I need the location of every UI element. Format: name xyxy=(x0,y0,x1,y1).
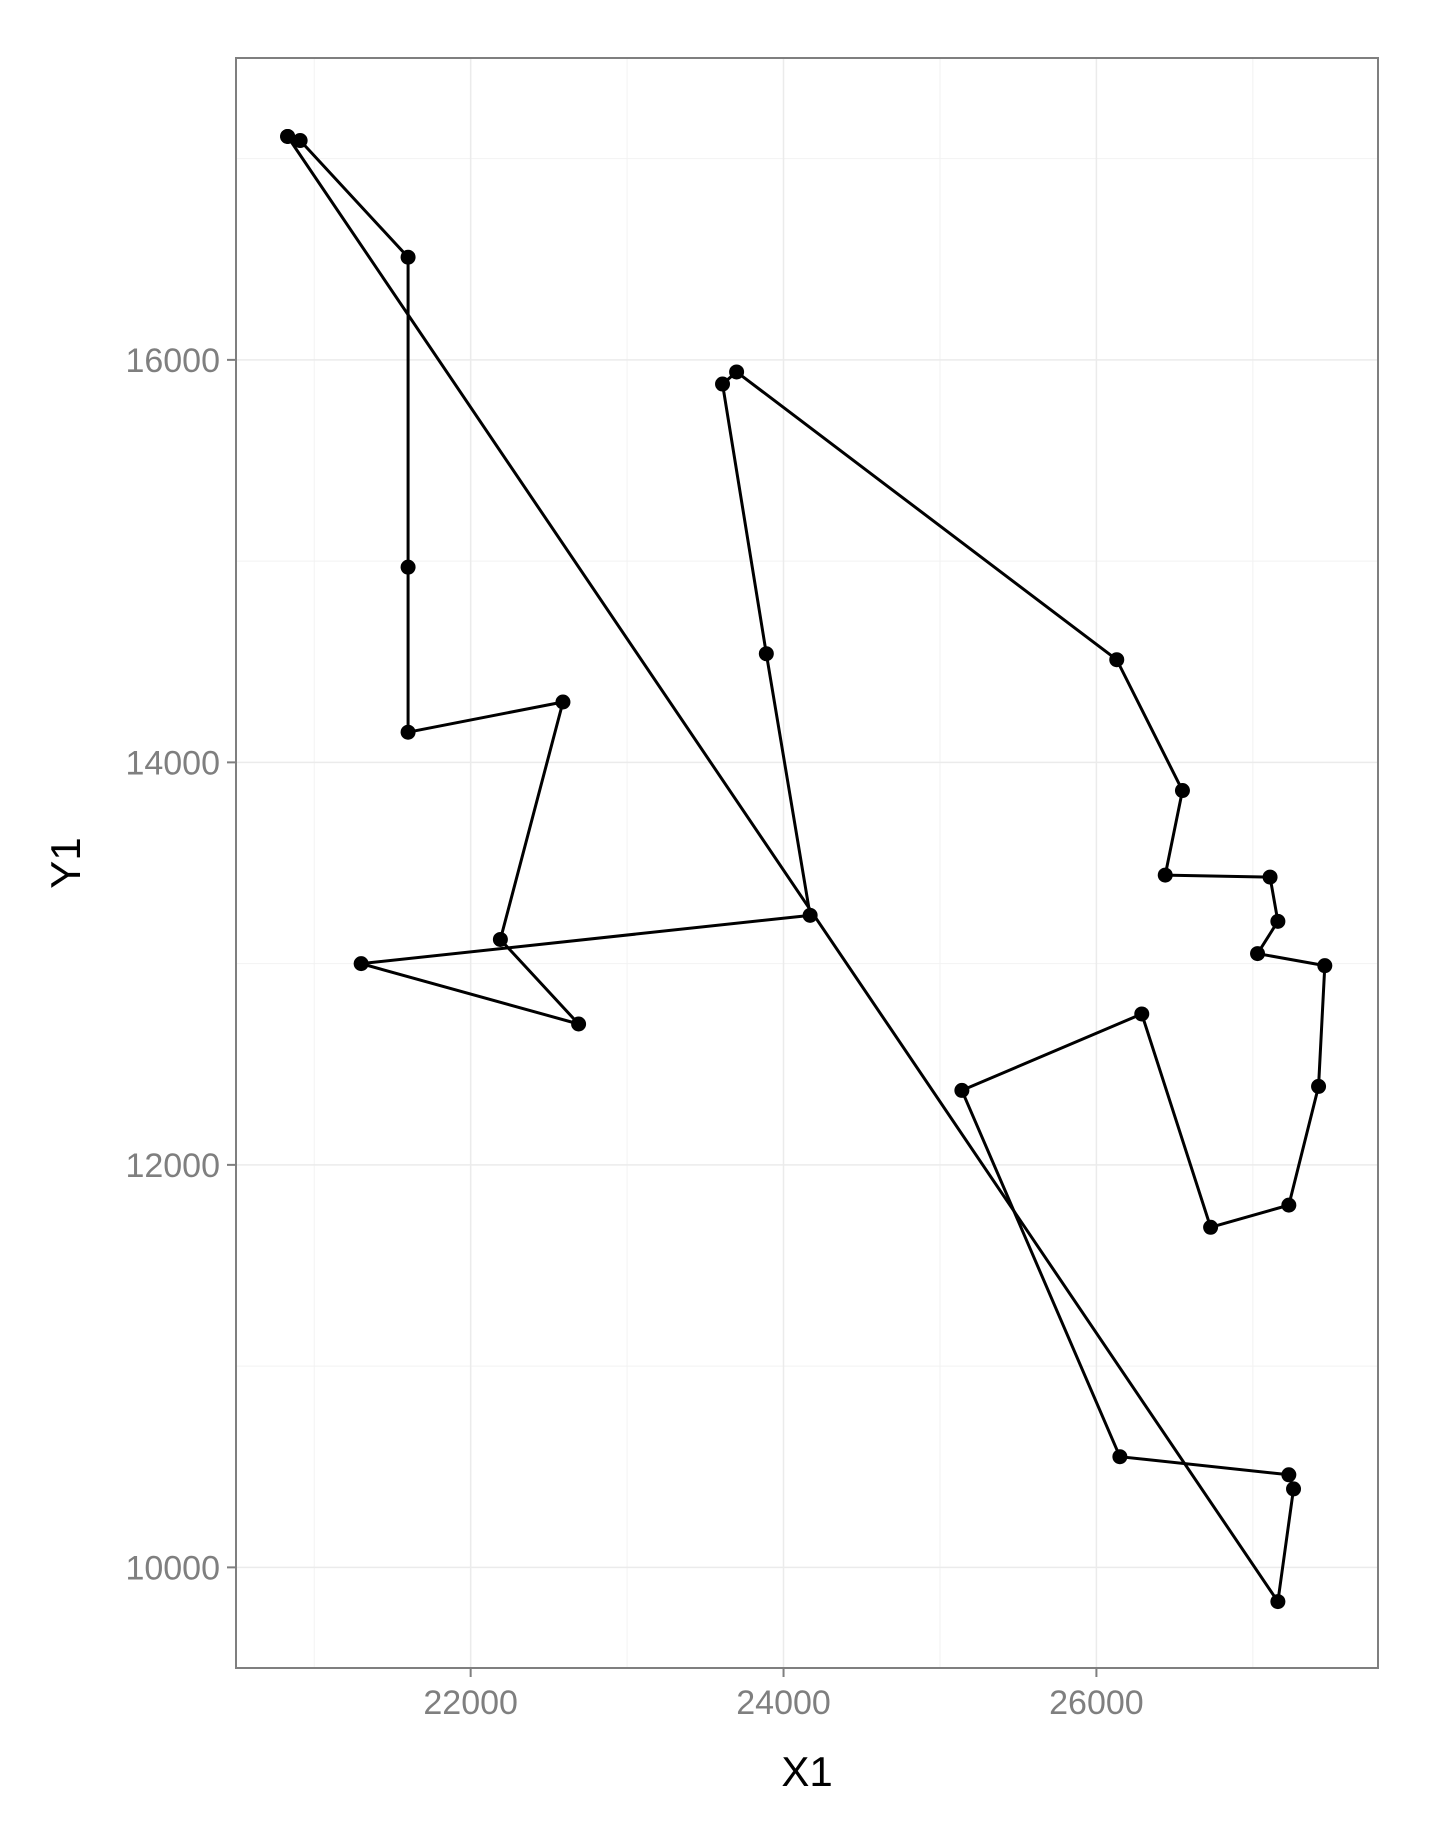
data-point xyxy=(1317,958,1333,974)
data-point xyxy=(715,376,731,392)
data-point xyxy=(400,559,416,575)
x-tick-label: 22000 xyxy=(423,1684,518,1722)
series-line-segment xyxy=(359,913,812,966)
data-point xyxy=(400,724,416,740)
data-point xyxy=(555,694,571,710)
minor-gridlines xyxy=(236,58,1378,1668)
x-tick-label: 26000 xyxy=(1049,1684,1144,1722)
series-line-segment xyxy=(960,1088,1122,1459)
series-points xyxy=(280,128,1333,1610)
data-point xyxy=(1281,1197,1297,1213)
data-point xyxy=(1109,652,1125,668)
data-point xyxy=(492,931,508,947)
plot-panel-background xyxy=(236,58,1378,1668)
data-point xyxy=(1112,1449,1128,1465)
data-point xyxy=(729,364,745,380)
data-point xyxy=(1174,783,1190,799)
series-line-segment xyxy=(960,1012,1144,1092)
data-point xyxy=(1270,1594,1286,1610)
data-point xyxy=(1157,867,1173,883)
series-line-segment xyxy=(1115,658,1184,793)
data-point xyxy=(280,128,296,144)
series-line-segment xyxy=(498,937,581,1026)
data-point xyxy=(802,907,818,923)
data-point xyxy=(1262,869,1278,885)
series-line-segment xyxy=(406,700,565,734)
data-point xyxy=(1270,913,1286,929)
y-tick-label: 14000 xyxy=(125,744,220,782)
series-line-segment xyxy=(721,382,768,656)
data-point xyxy=(1203,1219,1219,1235)
data-point xyxy=(400,249,416,265)
data-point xyxy=(292,133,308,149)
data-point xyxy=(954,1082,970,1098)
data-point xyxy=(353,956,369,972)
y-axis-title: Y1 xyxy=(42,837,89,888)
x-axis-title: X1 xyxy=(781,1748,832,1795)
data-point xyxy=(1281,1467,1297,1483)
data-point xyxy=(1134,1006,1150,1022)
y-tick-label: 16000 xyxy=(125,342,220,380)
series-line-segment xyxy=(1118,1455,1291,1477)
data-point xyxy=(571,1016,587,1032)
series-line-segment xyxy=(735,370,1119,662)
data-point xyxy=(1250,946,1266,962)
series-lines xyxy=(286,134,1327,1604)
series-line-segment xyxy=(1317,964,1327,1088)
series-line-segment xyxy=(1163,873,1272,879)
series-line-segment xyxy=(498,700,565,941)
data-point xyxy=(1286,1481,1302,1497)
x-axis-ticks: 22000 24000 26000 xyxy=(423,1668,1144,1722)
x-tick-label: 24000 xyxy=(736,1684,831,1722)
series-line-segment xyxy=(286,134,1280,1604)
plot-panel-border xyxy=(235,57,1379,1669)
y-axis-ticks: 10000 12000 14000 16000 xyxy=(125,342,236,1587)
y-tick-label: 12000 xyxy=(125,1147,220,1185)
data-point xyxy=(758,646,774,662)
series-line-segment xyxy=(298,139,410,259)
series-line-segment xyxy=(1276,1487,1296,1604)
series-line-segment xyxy=(1163,789,1184,877)
series-line-segment xyxy=(764,652,812,917)
y-tick-label: 10000 xyxy=(125,1549,220,1587)
series-line-segment xyxy=(359,962,581,1026)
series-line-segment xyxy=(1140,1012,1213,1229)
series-line-segment xyxy=(1287,1084,1321,1207)
series-line-segment xyxy=(1209,1203,1291,1229)
series-line-segment xyxy=(1256,952,1327,968)
data-point xyxy=(1311,1078,1327,1094)
